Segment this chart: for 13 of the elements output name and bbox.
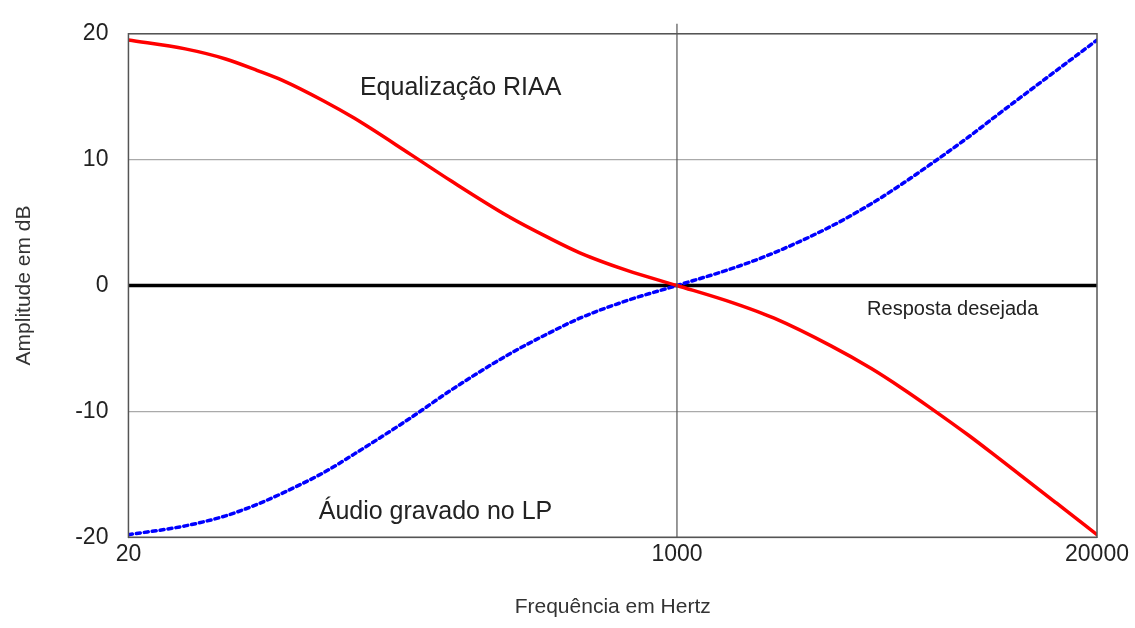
series-label: Resposta desejada [867,297,1040,320]
y-tick-label: 20 [82,19,109,46]
y-tick-label: -20 [75,522,109,549]
y-tick-label: -10 [75,396,109,423]
x-tick-label: 20 [115,540,142,567]
x-tick-label: 20000 [1065,540,1129,567]
x-axis-title: Frequência em Hertz [514,594,711,618]
series-label: Equalização RIAA [359,71,562,100]
x-tick-label: 1000 [651,540,703,567]
y-axis-title: Amplitude em dB [11,205,35,366]
series-label: Áudio gravado no LP [318,496,553,525]
y-tick-label: 0 [95,270,109,297]
y-tick-label: 10 [82,144,109,171]
